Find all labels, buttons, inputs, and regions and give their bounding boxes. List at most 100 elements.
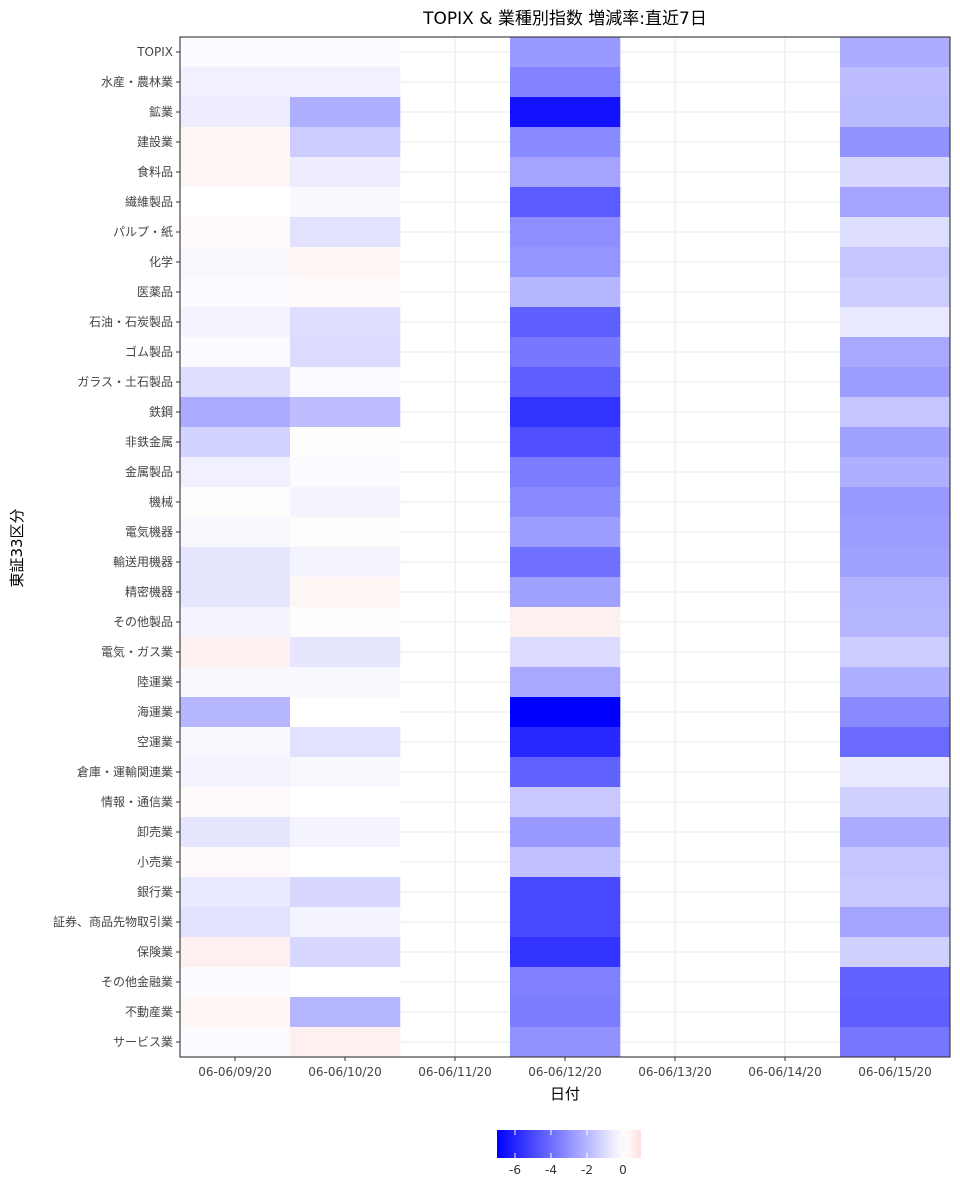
heatmap-tile	[180, 1027, 291, 1058]
heatmap-tile	[840, 577, 951, 608]
y-tick-label: 輸送用機器	[113, 554, 173, 569]
y-tick-label: 食料品	[137, 164, 173, 179]
heatmap-tile	[290, 787, 401, 818]
heatmap-tile	[510, 757, 621, 788]
heatmap-tile	[840, 307, 951, 338]
heatmap-tile	[510, 337, 621, 368]
y-tick-label: TOPIX	[136, 45, 173, 59]
heatmap-tile	[510, 877, 621, 908]
heatmap-tile	[180, 457, 291, 488]
heatmap-tile	[180, 37, 291, 68]
heatmap-tile	[290, 637, 401, 668]
heatmap-tile	[290, 307, 401, 338]
y-tick-label: 鉄鋼	[149, 404, 173, 419]
y-tick-label: 繊維製品	[125, 195, 173, 209]
heatmap-tile	[840, 457, 951, 488]
y-tick-label: 電気・ガス業	[101, 644, 173, 659]
heatmap-tile	[180, 217, 291, 248]
y-tick-label: 空運業	[137, 735, 173, 749]
heatmap-tile	[290, 277, 401, 308]
y-tick-label: 小売業	[137, 854, 173, 869]
y-tick-label: 証券、商品先物取引業	[53, 914, 173, 929]
heatmap-tile	[290, 547, 401, 578]
heatmap-tile	[840, 847, 951, 878]
heatmap-tile	[180, 307, 291, 338]
heatmap-tile	[510, 997, 621, 1028]
heatmap-tile	[290, 757, 401, 788]
heatmap-tile	[840, 697, 951, 728]
x-tick-label: 06-06/15/20	[858, 1065, 932, 1079]
heatmap-tile	[290, 97, 401, 128]
x-tick-label: 06-06/10/20	[308, 1065, 382, 1079]
heatmap-tile	[510, 367, 621, 398]
y-tick-label: ゴム製品	[125, 344, 173, 359]
x-axis-labels: 06-06/09/20 06-06/10/20 06-06/11/20 06-06/1…	[198, 1057, 932, 1079]
heatmap-tile	[840, 727, 951, 758]
heatmap-tile	[290, 217, 401, 248]
heatmap-tile	[290, 337, 401, 368]
y-tick-label: 化学	[149, 254, 173, 269]
heatmap-tile	[180, 847, 291, 878]
heatmap-tile	[510, 787, 621, 818]
x-tick-label: 06-06/14/20	[748, 1065, 822, 1079]
y-tick-label: 石油・石炭製品	[89, 315, 173, 329]
heatmap-tile	[180, 277, 291, 308]
heatmap-tile	[290, 457, 401, 488]
heatmap-tile	[290, 367, 401, 398]
heatmap-tile	[510, 607, 621, 638]
heatmap-tile	[510, 517, 621, 548]
heatmap-tile	[180, 997, 291, 1028]
heatmap-tile	[180, 127, 291, 158]
heatmap-tile	[290, 907, 401, 938]
heatmap-tile	[290, 67, 401, 98]
heatmap-tile	[840, 787, 951, 818]
heatmap-tile	[510, 127, 621, 158]
y-axis-labels: TOPIX 水産・農林業鉱業建設業食料品繊維製品パルプ・紙化学医薬品石油・石炭製品…	[53, 45, 180, 1049]
heatmap-tile	[290, 1027, 401, 1058]
heatmap-tile	[180, 367, 291, 398]
heatmap-tile	[840, 967, 951, 998]
y-tick-label: 保険業	[137, 945, 173, 959]
y-tick-label: 海運業	[137, 704, 173, 719]
heatmap-tile	[290, 487, 401, 518]
heatmap-tile	[510, 1027, 621, 1058]
x-tick-label: 06-06/13/20	[638, 1065, 712, 1079]
heatmap-tile	[180, 247, 291, 278]
heatmap-tile	[290, 37, 401, 68]
y-tick-label: パルプ・紙	[113, 224, 173, 239]
heatmap-tile	[180, 547, 291, 578]
heatmap-tile	[510, 577, 621, 608]
y-tick-label: 不動産業	[125, 1004, 173, 1019]
heatmap-tile	[510, 277, 621, 308]
heatmap-tile	[840, 937, 951, 968]
heatmap-tile	[290, 607, 401, 638]
heatmap-tile	[290, 667, 401, 698]
color-legend: -6 -4 -2 0	[497, 1130, 641, 1177]
heatmap-tile	[840, 427, 951, 458]
y-tick-label: その他金融業	[101, 974, 173, 989]
y-tick-label: 鉱業	[149, 104, 173, 119]
heatmap-tile	[510, 487, 621, 518]
heatmap-tile	[180, 397, 291, 428]
heatmap-tile	[290, 157, 401, 188]
heatmap-tile	[510, 817, 621, 848]
heatmap-tile	[840, 157, 951, 188]
heatmap-tile	[840, 67, 951, 98]
heatmap-tile	[290, 877, 401, 908]
chart-title: TOPIX & 業種別指数 増減率:直近7日	[422, 9, 707, 29]
y-tick-label: 非鉄金属	[125, 434, 173, 449]
heatmap-tile	[290, 997, 401, 1028]
y-tick-label: 卸売業	[137, 824, 173, 839]
heatmap-tile	[840, 997, 951, 1028]
heatmap-tile	[510, 457, 621, 488]
heatmap-tile	[840, 277, 951, 308]
heatmap-tile	[290, 577, 401, 608]
x-axis-title: 日付	[550, 1085, 580, 1103]
heatmap-tile	[290, 697, 401, 728]
heatmap-tile	[290, 247, 401, 278]
heatmap-tile	[510, 637, 621, 668]
y-tick-label: 銀行業	[137, 885, 173, 899]
y-tick-label: 機械	[149, 494, 173, 509]
heatmap-tile	[840, 217, 951, 248]
heatmap-tile	[180, 727, 291, 758]
